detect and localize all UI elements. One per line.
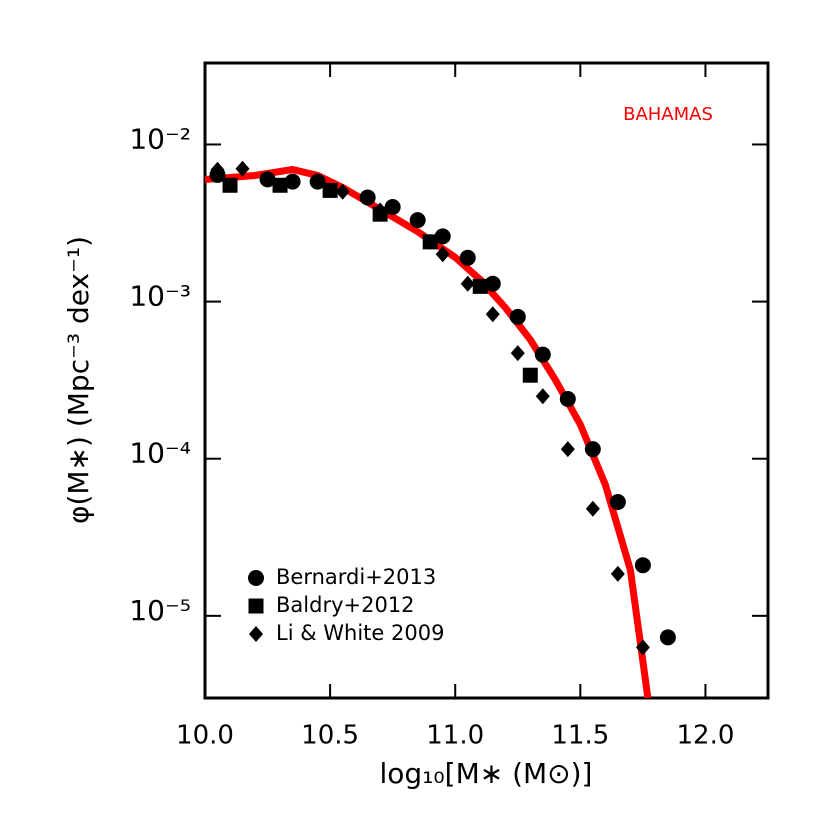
marker-circle [434,228,451,245]
marker-circle [409,212,426,229]
legend-marker [248,570,264,586]
marker-circle [609,494,626,511]
marker-square [522,367,538,383]
marker-diamond [610,565,625,582]
legend-label: Baldry+2012 [276,593,415,617]
legend-label: Bernardi+2013 [276,565,436,589]
marker-circle [584,441,601,458]
marker-square [322,182,338,198]
marker-diamond [485,306,500,323]
marker-diamond [635,639,650,656]
marker-circle [284,173,301,190]
marker-circle [384,198,401,215]
marker-circle [459,249,476,266]
marker-circle [484,275,501,292]
marker-diamond [560,441,575,458]
y-tick-label: 10⁻⁴ [129,437,191,470]
marker-diamond [373,202,388,219]
legend-marker [248,598,264,614]
marker-square [272,177,288,193]
marker-circle [634,557,651,574]
marker-circle [359,189,376,206]
marker-diamond [235,160,250,177]
x-tick-label: 10.5 [301,721,359,751]
legend-marker [249,626,263,642]
marker-square [222,177,238,193]
marker-circle [259,171,276,188]
marker-circle [559,390,576,407]
y-tick-label: 10⁻³ [129,280,191,313]
marker-circle [659,629,676,646]
marker-diamond [535,388,550,405]
y-axis-label: φ(M∗) (Mpc⁻³ dex⁻¹) [62,236,95,524]
marker-circle [534,346,551,363]
y-tick-label: 10⁻⁵ [129,594,191,627]
marker-diamond [423,233,438,250]
x-tick-label: 12.0 [676,721,734,751]
legend-label: Li & White 2009 [276,621,444,645]
marker-diamond [335,183,350,200]
marker-diamond [435,246,450,263]
annotation: BAHAMAS [623,104,713,125]
marker-circle [509,308,526,325]
x-tick-label: 11.0 [426,721,484,751]
plot-frame [203,61,770,700]
marker-circle [309,173,326,190]
marker-diamond [460,275,475,292]
marker-diamond [510,345,525,362]
x-tick-label: 11.5 [551,721,609,751]
marker-diamond [585,500,600,517]
marker-diamond [210,161,225,178]
x-axis-label: log₁₀[M∗ (M⊙)] [380,757,593,790]
marker-square [472,278,488,294]
x-tick-label: 10.0 [176,721,234,751]
y-tick-label: 10⁻² [129,122,191,155]
